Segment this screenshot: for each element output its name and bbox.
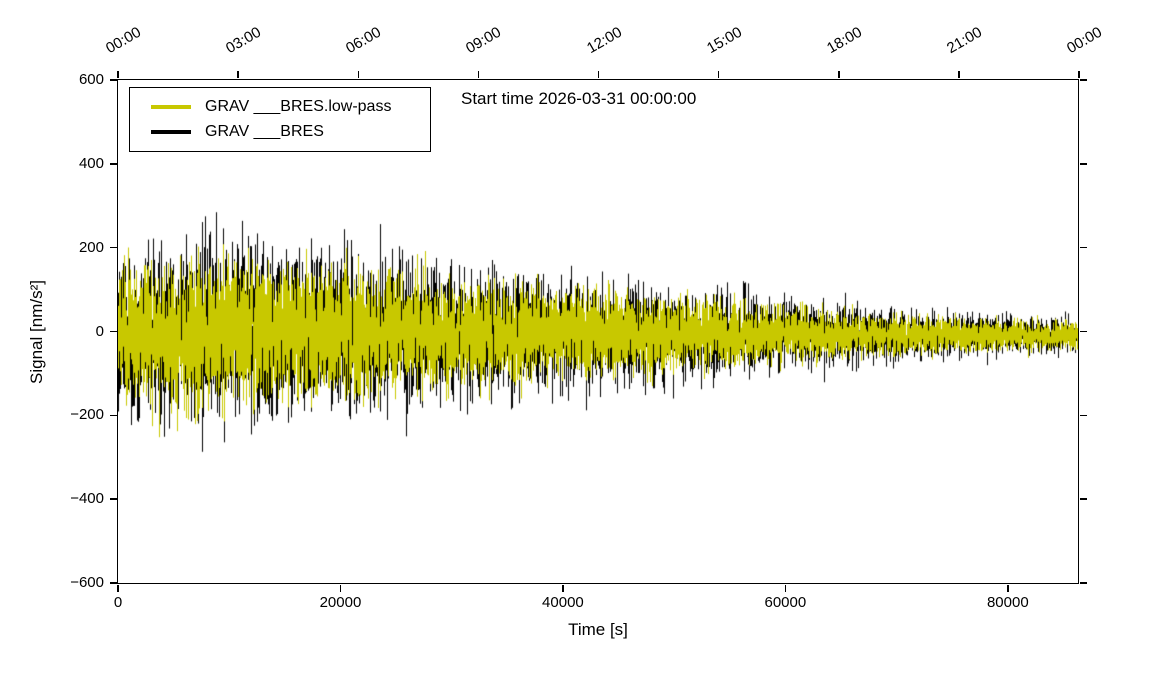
- y-tick-label: −200: [70, 406, 104, 424]
- x-tick-label: 0: [113, 594, 123, 611]
- y-tick: [110, 79, 117, 81]
- x-tick: [784, 585, 787, 592]
- y-tick: [110, 582, 117, 584]
- y-tick-right: [1080, 246, 1087, 249]
- top-tick: [477, 71, 480, 78]
- y-tick-label: 200: [78, 238, 104, 256]
- legend: GRAV ___BRES.low-pass GRAV ___BRES: [129, 87, 431, 152]
- y-tick: [110, 414, 117, 417]
- top-tick-label: 09:00: [463, 23, 505, 58]
- x-tick-label: 40000: [542, 594, 584, 611]
- x-tick: [1007, 585, 1009, 592]
- y-tick: [110, 163, 117, 165]
- x-tick: [562, 585, 564, 592]
- y-tick-label: −600: [70, 574, 104, 591]
- y-axis-label: Signal [nm/s²]: [27, 280, 46, 384]
- y-tick-right: [1080, 79, 1087, 81]
- legend-swatch-raw: [151, 130, 191, 134]
- top-tick-label: 00:00: [103, 23, 145, 58]
- x-tick-label: 60000: [764, 594, 807, 611]
- top-tick-label: 15:00: [703, 23, 745, 58]
- y-tick: [110, 246, 117, 249]
- top-tick-label: 03:00: [223, 23, 265, 58]
- top-tick-label: 18:00: [823, 23, 865, 58]
- top-tick: [357, 71, 359, 78]
- legend-item-raw: GRAV ___BRES: [130, 123, 430, 141]
- start-time-annotation: Start time 2026-03-31 00:00:00: [461, 89, 697, 108]
- top-tick: [717, 71, 720, 78]
- top-tick-label: 06:00: [343, 23, 385, 58]
- top-tick: [117, 71, 119, 78]
- legend-item-lowpass: GRAV ___BRES.low-pass: [130, 98, 430, 116]
- top-tick: [958, 71, 960, 78]
- y-tick-right: [1080, 330, 1087, 333]
- waveform-canvas: [118, 80, 1078, 583]
- top-tick-label: 12:00: [583, 23, 625, 58]
- legend-label-raw: GRAV ___BRES: [205, 123, 324, 140]
- legend-swatch-lowpass: [151, 105, 191, 109]
- x-tick-label: 80000: [986, 594, 1029, 611]
- top-tick: [1078, 71, 1080, 78]
- y-tick: [110, 330, 117, 333]
- top-tick-label: 00:00: [1064, 23, 1106, 58]
- y-tick-right: [1080, 414, 1087, 417]
- x-tick: [117, 585, 119, 592]
- top-tick: [597, 71, 600, 78]
- legend-label-lowpass: GRAV ___BRES.low-pass: [205, 98, 392, 115]
- x-axis-label: Time [s]: [568, 620, 628, 639]
- x-tick-label: 20000: [319, 594, 362, 611]
- top-tick-label: 21:00: [943, 23, 985, 58]
- y-tick-label: −400: [70, 490, 104, 508]
- top-tick: [838, 71, 840, 78]
- y-tick: [110, 498, 117, 500]
- x-tick: [339, 585, 342, 592]
- y-tick-label: 600: [78, 71, 104, 88]
- y-tick-right: [1080, 582, 1087, 584]
- y-tick-right: [1080, 163, 1087, 165]
- top-tick: [237, 71, 239, 78]
- y-tick-right: [1080, 498, 1087, 500]
- y-tick-label: 400: [78, 154, 104, 172]
